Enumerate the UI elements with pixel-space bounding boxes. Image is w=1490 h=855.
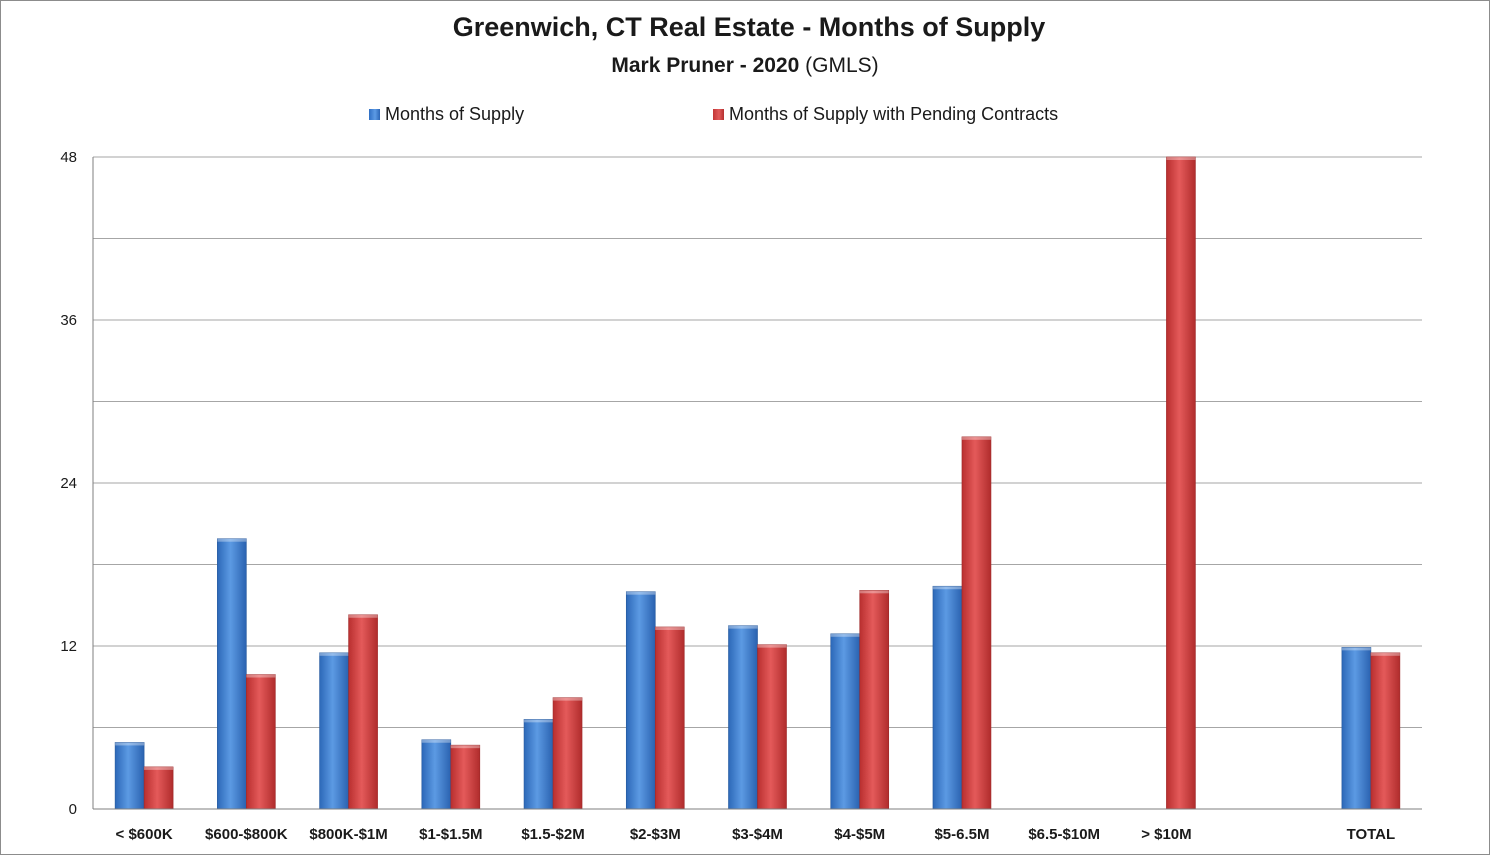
bar-highlight: [859, 590, 889, 594]
bar-highlight: [144, 766, 174, 770]
bar-months-of-supply: [728, 625, 758, 810]
bar-months-pending: [859, 590, 890, 810]
bar-highlight: [1166, 157, 1196, 160]
bar-months-pending: [450, 744, 481, 810]
x-category-label: $3-$4M: [732, 826, 783, 843]
x-category-label: $2-$3M: [630, 826, 681, 843]
bar-months-of-supply: [217, 538, 247, 810]
subtitle-source: (GMLS): [805, 54, 879, 77]
bar-highlight: [728, 625, 758, 629]
bar-highlight: [217, 538, 247, 542]
bar-highlight: [348, 614, 378, 618]
chart-title: Greenwich, CT Real Estate - Months of Su…: [452, 12, 1046, 42]
bar-months-of-supply: [625, 591, 656, 810]
bar-highlight: [830, 633, 860, 637]
x-category-label: $6.5-$10M: [1028, 826, 1100, 843]
bar-months-pending: [348, 614, 378, 810]
legend-swatch-red: [713, 109, 724, 120]
legend-label-supply: Months of Supply: [385, 104, 525, 124]
x-category-label: $4-$5M: [834, 826, 885, 843]
legend-item-pending: Months of Supply with Pending Contracts: [713, 104, 1058, 125]
bar-highlight: [961, 436, 991, 440]
bar-highlight: [1341, 647, 1371, 651]
x-category-label: $600-$800K: [205, 826, 288, 843]
x-category-label: $5-6.5M: [934, 826, 989, 843]
x-category-label: TOTAL: [1347, 826, 1396, 843]
bar-highlight: [626, 591, 656, 595]
chart-subtitle: Mark Pruner - 2020 (GMLS): [0, 54, 1490, 78]
bar-highlight: [421, 739, 451, 743]
bar-months-pending: [246, 674, 276, 810]
bar-highlight: [319, 652, 349, 656]
bar-months-pending: [654, 626, 685, 810]
bar-highlight: [553, 697, 583, 701]
y-tick-label: 0: [69, 801, 77, 818]
bar-highlight: [246, 674, 276, 678]
bar-months-pending: [552, 697, 583, 810]
bar-months-of-supply: [421, 739, 452, 810]
bar-months-pending: [143, 766, 174, 810]
x-category-label: $1-$1.5M: [419, 826, 482, 843]
x-category-label: $800K-$1M: [309, 826, 387, 843]
bar-months-pending: [757, 644, 787, 810]
bar-months-of-supply: [114, 742, 145, 810]
bar-months-of-supply: [523, 719, 554, 810]
bar-months-pending: [1166, 156, 1196, 810]
legend-swatch-blue: [369, 109, 380, 120]
axes: 0 12 24 36 48 < $600K $600-$800K $800K-$1M $1-$1…: [60, 149, 1422, 843]
bar-months-of-supply: [932, 585, 963, 810]
subtitle-author: Mark Pruner - 2020: [611, 54, 800, 77]
bar-highlight: [932, 586, 962, 590]
bar-months-of-supply: [830, 633, 861, 810]
bar-highlight: [524, 719, 554, 723]
bar-months-of-supply: [319, 652, 349, 810]
y-tick-label: 24: [60, 475, 77, 492]
x-category-label: > $10M: [1141, 826, 1191, 843]
bars: [114, 156, 1401, 810]
legend-item-supply: Months of Supply: [369, 104, 524, 125]
bar-highlight: [655, 626, 685, 630]
bar-highlight: [1370, 652, 1400, 656]
bar-months-pending: [1370, 652, 1401, 810]
bar-highlight: [115, 742, 145, 746]
legend-label-pending: Months of Supply with Pending Contracts: [729, 104, 1059, 124]
bar-highlight: [757, 644, 787, 648]
x-category-label: $1.5-$2M: [521, 826, 584, 843]
y-tick-label: 36: [60, 312, 77, 329]
bar-months-pending: [961, 436, 992, 810]
bar-highlight: [450, 745, 480, 749]
y-tick-label: 48: [60, 149, 77, 166]
y-tick-label: 12: [60, 638, 77, 655]
legend: Months of Supply Months of Supply with P…: [0, 104, 1490, 130]
x-category-label: < $600K: [116, 826, 173, 843]
bar-months-of-supply: [1341, 647, 1372, 810]
